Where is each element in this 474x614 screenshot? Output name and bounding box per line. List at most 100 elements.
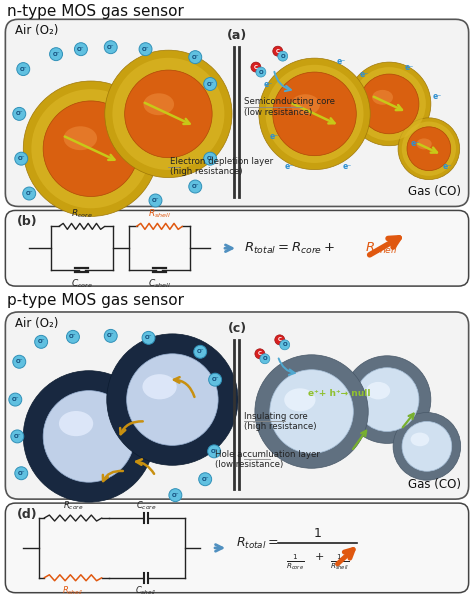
Text: 1: 1 <box>314 527 321 540</box>
Text: $\frac{1}{R_{shell}}$: $\frac{1}{R_{shell}}$ <box>330 552 349 572</box>
Text: Semiconducting core
(low resistance): Semiconducting core (low resistance) <box>244 97 335 117</box>
Circle shape <box>189 51 202 64</box>
Circle shape <box>105 50 232 177</box>
Text: O⁻: O⁻ <box>11 397 19 402</box>
Circle shape <box>66 330 80 343</box>
Circle shape <box>407 127 451 171</box>
Text: O⁻: O⁻ <box>26 191 33 196</box>
Text: O⁻: O⁻ <box>145 335 152 340</box>
Text: Gas (CO): Gas (CO) <box>408 185 461 198</box>
Text: $C_{core}$: $C_{core}$ <box>136 500 156 512</box>
Text: O⁻: O⁻ <box>196 349 204 354</box>
Text: p-type MOS gas sensor: p-type MOS gas sensor <box>8 293 184 308</box>
Circle shape <box>15 467 28 480</box>
Circle shape <box>125 70 212 158</box>
Text: O⁻: O⁻ <box>69 335 77 340</box>
Text: e⁻: e⁻ <box>442 162 451 171</box>
Circle shape <box>104 41 117 53</box>
Text: $C_{shell}$: $C_{shell}$ <box>148 277 171 290</box>
Text: O⁻: O⁻ <box>211 377 219 382</box>
Circle shape <box>74 43 87 56</box>
Circle shape <box>343 356 431 443</box>
Circle shape <box>259 58 370 169</box>
Text: $R_{shell}$: $R_{shell}$ <box>62 585 84 597</box>
Text: C: C <box>276 49 280 53</box>
Text: O: O <box>258 69 263 74</box>
Circle shape <box>275 335 285 345</box>
Text: e⁻: e⁻ <box>410 139 419 148</box>
Text: Electron depletion layer
(high resistance): Electron depletion layer (high resistanc… <box>170 157 273 176</box>
Circle shape <box>23 371 155 502</box>
Circle shape <box>260 354 270 363</box>
Circle shape <box>393 413 461 480</box>
FancyBboxPatch shape <box>5 312 469 499</box>
Circle shape <box>107 334 238 465</box>
Text: O⁻: O⁻ <box>201 476 209 482</box>
Text: O⁻: O⁻ <box>14 434 21 439</box>
Circle shape <box>142 332 155 344</box>
Circle shape <box>17 63 30 76</box>
Circle shape <box>194 345 207 358</box>
Text: (a): (a) <box>227 29 247 42</box>
Text: e⁻: e⁻ <box>343 162 352 171</box>
Text: C: C <box>254 64 258 69</box>
Circle shape <box>256 67 266 77</box>
Circle shape <box>31 89 150 208</box>
Text: O⁻: O⁻ <box>191 184 199 189</box>
Text: O⁻: O⁻ <box>16 111 23 117</box>
Circle shape <box>273 46 283 56</box>
Text: O⁻: O⁻ <box>18 471 25 476</box>
Circle shape <box>23 81 158 216</box>
Circle shape <box>199 473 212 486</box>
Ellipse shape <box>144 93 174 115</box>
Text: $R_{shell}$: $R_{shell}$ <box>148 208 171 220</box>
Text: C: C <box>278 337 282 343</box>
Circle shape <box>352 67 426 141</box>
Text: O⁻: O⁻ <box>107 333 115 338</box>
Circle shape <box>347 62 431 146</box>
Text: O⁻: O⁻ <box>210 449 218 454</box>
Text: O⁻: O⁻ <box>142 47 149 52</box>
Text: Insulating core
(high resistance): Insulating core (high resistance) <box>244 412 317 431</box>
Circle shape <box>43 101 138 196</box>
Circle shape <box>149 194 162 207</box>
Text: O⁻: O⁻ <box>19 66 27 72</box>
Circle shape <box>189 180 202 193</box>
Text: $R_{total}=$: $R_{total}=$ <box>236 537 279 551</box>
Text: e⁻: e⁻ <box>404 63 414 72</box>
Circle shape <box>208 445 220 458</box>
Circle shape <box>15 152 28 165</box>
Circle shape <box>402 122 456 176</box>
Circle shape <box>209 373 221 386</box>
Circle shape <box>251 62 261 72</box>
Text: $R_{core}$: $R_{core}$ <box>71 208 93 220</box>
Ellipse shape <box>64 126 97 150</box>
Text: O⁻: O⁻ <box>206 82 214 87</box>
Text: O⁻: O⁻ <box>37 340 45 344</box>
Circle shape <box>255 349 265 359</box>
FancyBboxPatch shape <box>5 211 469 286</box>
Text: e⁻: e⁻ <box>337 56 346 66</box>
Text: O⁻: O⁻ <box>152 198 159 203</box>
Text: $R_{total}=R_{core}+$: $R_{total}=R_{core}+$ <box>244 241 335 256</box>
Circle shape <box>139 43 152 56</box>
Text: $\frac{1}{R_{core}}$: $\frac{1}{R_{core}}$ <box>286 552 305 572</box>
Circle shape <box>270 370 353 453</box>
FancyBboxPatch shape <box>5 503 469 593</box>
Text: (d): (d) <box>17 508 38 521</box>
Text: C: C <box>258 351 262 356</box>
Text: e⁻: e⁻ <box>269 132 278 141</box>
FancyBboxPatch shape <box>5 19 469 206</box>
Circle shape <box>204 152 217 165</box>
Text: Air (O₂): Air (O₂) <box>15 317 59 330</box>
Text: (b): (b) <box>17 216 38 228</box>
Text: e⁺+ h⁺→ null: e⁺+ h⁺→ null <box>308 389 370 398</box>
Ellipse shape <box>410 432 429 446</box>
Text: n-type MOS gas sensor: n-type MOS gas sensor <box>8 4 184 20</box>
Circle shape <box>356 368 419 432</box>
Ellipse shape <box>284 388 316 411</box>
Circle shape <box>169 489 182 502</box>
Circle shape <box>280 340 290 350</box>
Text: (c): (c) <box>228 322 246 335</box>
Circle shape <box>273 72 356 156</box>
